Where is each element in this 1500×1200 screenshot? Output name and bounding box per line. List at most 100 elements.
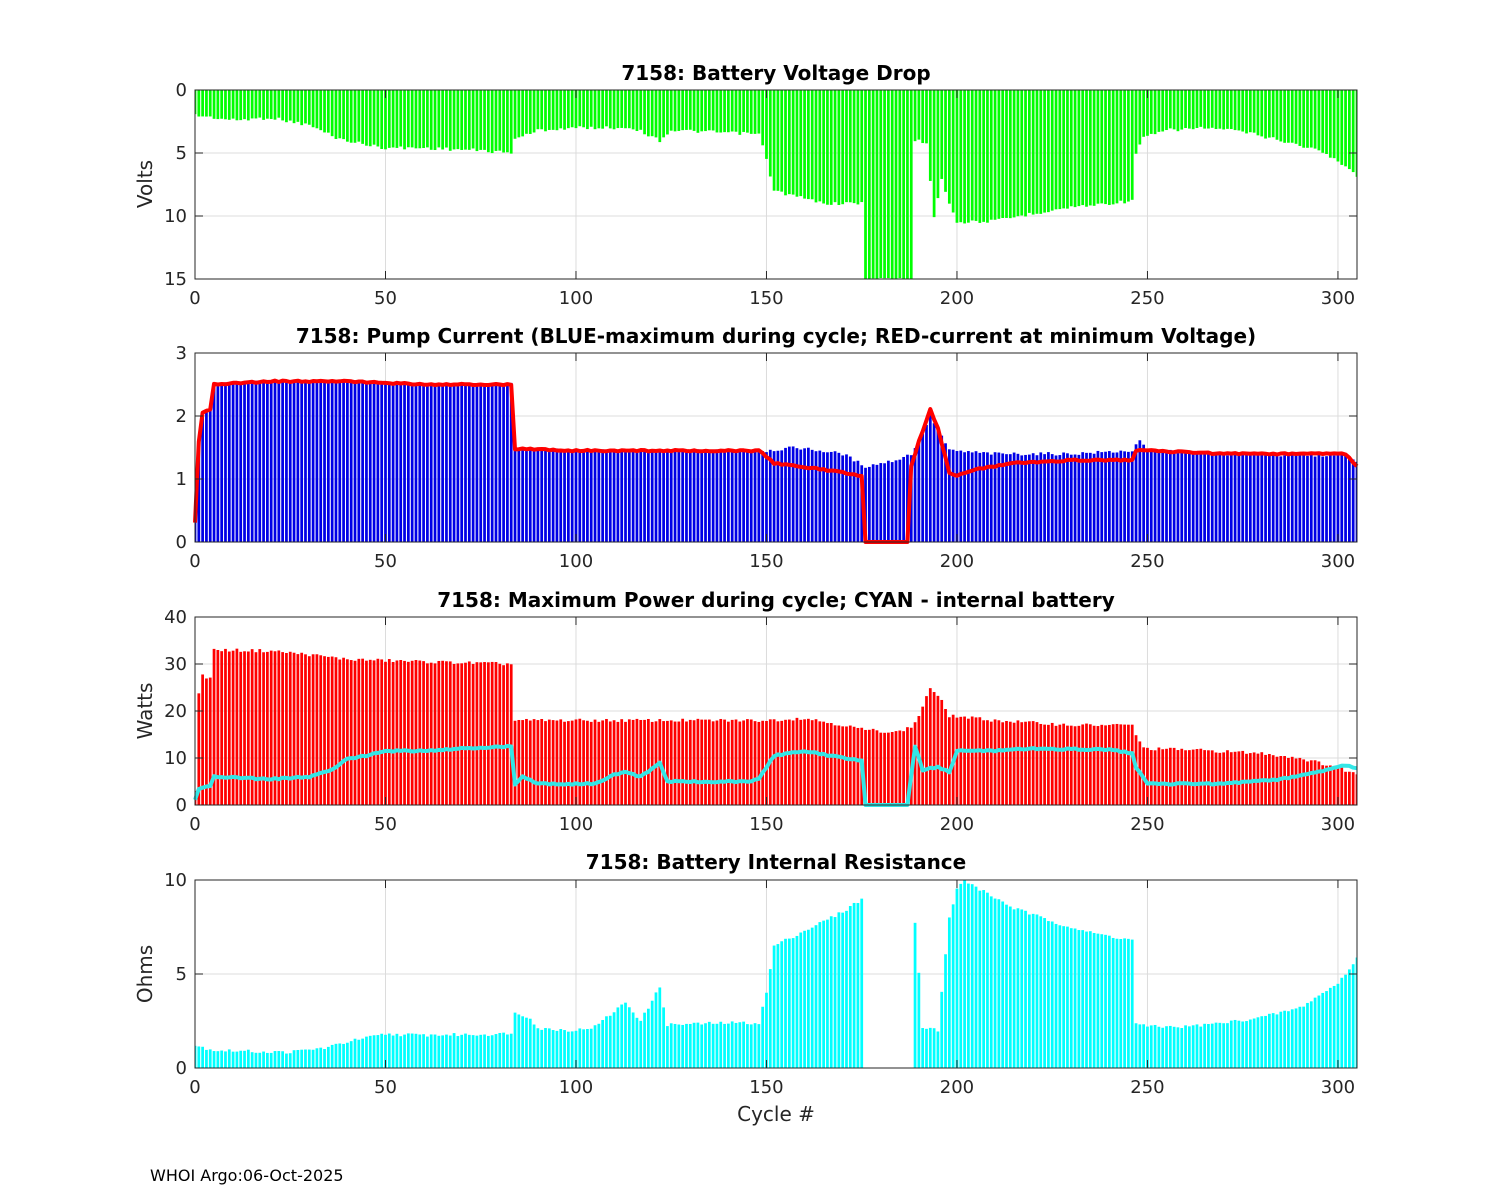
bar <box>1328 987 1332 1068</box>
bar <box>418 382 422 542</box>
bar <box>608 452 612 542</box>
bar <box>753 1023 757 1068</box>
bar <box>1237 1020 1241 1068</box>
bar <box>757 721 761 805</box>
bar <box>296 381 300 542</box>
bar <box>624 1002 627 1068</box>
bar <box>1127 724 1130 805</box>
bar <box>1229 752 1233 805</box>
bar <box>216 649 220 805</box>
bar <box>730 90 734 132</box>
bar <box>414 1033 418 1068</box>
bar <box>357 1039 361 1068</box>
bar <box>978 452 982 542</box>
bar <box>357 380 361 542</box>
bar <box>970 716 974 805</box>
x-tick-label: 250 <box>1130 1077 1164 1098</box>
bar <box>643 90 646 135</box>
bar <box>1172 453 1176 542</box>
bar <box>928 1027 932 1068</box>
bar <box>1298 454 1302 542</box>
bar <box>833 917 837 1068</box>
bar <box>780 450 784 542</box>
bar <box>334 90 338 139</box>
bar <box>978 90 982 223</box>
bar <box>791 90 795 195</box>
bar <box>829 916 833 1068</box>
bar <box>879 463 883 542</box>
bar <box>620 719 624 805</box>
bar <box>643 449 646 542</box>
bar <box>1264 90 1267 139</box>
x-tick-label: 100 <box>559 288 593 309</box>
bar <box>1130 724 1134 805</box>
bar <box>429 90 433 150</box>
bar <box>864 90 867 279</box>
bar <box>1237 453 1241 542</box>
bar <box>1168 90 1172 129</box>
bar <box>974 451 978 542</box>
bar <box>227 651 231 805</box>
bar <box>1207 750 1210 805</box>
bar <box>1256 90 1260 136</box>
bar <box>281 380 284 542</box>
bar <box>517 90 521 138</box>
bar <box>871 728 875 805</box>
bar <box>490 661 494 805</box>
bar <box>715 1023 719 1068</box>
bar <box>452 1033 456 1068</box>
x-tick-label: 300 <box>1321 551 1355 572</box>
bar <box>723 450 726 542</box>
bar <box>1195 90 1199 128</box>
x-tick-label: 250 <box>1130 814 1164 835</box>
bar <box>1317 90 1321 151</box>
bar <box>1199 90 1203 127</box>
bar <box>254 90 258 119</box>
bar <box>486 90 490 153</box>
bar <box>346 659 349 805</box>
bar <box>547 1028 551 1068</box>
bar <box>673 90 677 132</box>
bar <box>1119 90 1123 201</box>
bar <box>338 659 342 805</box>
bar <box>509 1033 513 1068</box>
bar <box>353 660 357 805</box>
x-tick-label: 100 <box>559 1077 593 1098</box>
bar <box>212 1051 216 1068</box>
bar <box>544 90 547 132</box>
bar <box>1069 928 1073 1068</box>
bar <box>1035 455 1039 542</box>
bar <box>833 725 837 805</box>
bar <box>742 90 745 132</box>
bar <box>338 90 342 139</box>
bar <box>475 90 479 152</box>
plot-frame <box>194 89 1358 280</box>
bar <box>1050 454 1054 542</box>
bar <box>406 1033 410 1068</box>
bar <box>1027 90 1031 213</box>
bar <box>826 723 829 805</box>
bar <box>391 1035 395 1068</box>
bar <box>1054 725 1058 805</box>
bar <box>365 382 368 542</box>
bar <box>399 90 403 147</box>
bar <box>292 90 296 124</box>
bar <box>1195 451 1199 542</box>
bar <box>780 90 784 192</box>
bar <box>1317 453 1321 542</box>
bar <box>1149 90 1153 134</box>
bar <box>761 720 765 805</box>
series-1 <box>193 378 1359 544</box>
bar <box>376 1035 380 1068</box>
bar <box>380 1033 384 1068</box>
bar <box>685 721 688 805</box>
bar <box>391 383 395 542</box>
bar <box>1035 914 1039 1068</box>
bar <box>307 380 311 542</box>
bar <box>1016 453 1020 542</box>
bar <box>1233 453 1237 542</box>
bar <box>662 451 665 542</box>
bar <box>1127 90 1130 202</box>
bar <box>837 725 841 805</box>
bar <box>646 450 650 542</box>
